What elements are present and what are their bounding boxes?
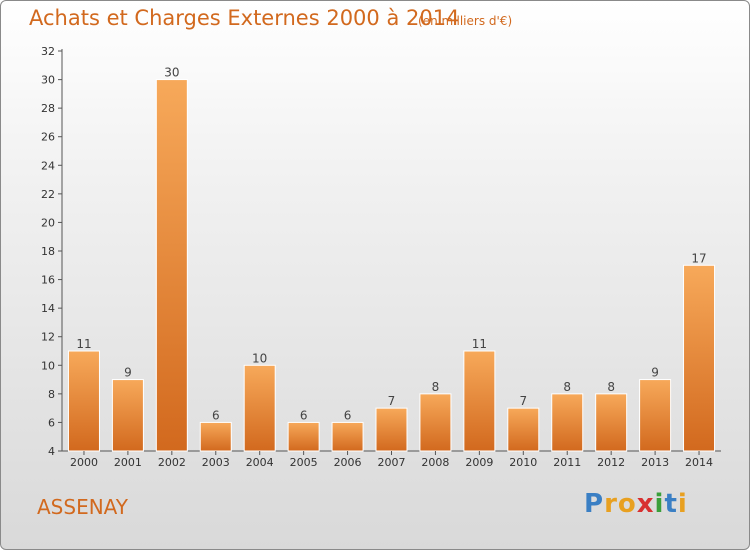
bar (507, 407, 540, 452)
y-tick-label: 10 (41, 359, 55, 372)
data-label: 17 (691, 251, 706, 265)
x-tick-label: 2002 (158, 456, 186, 469)
y-tick-label: 24 (41, 159, 55, 172)
data-label: 6 (344, 408, 352, 422)
x-tick-label: 2006 (334, 456, 362, 469)
y-tick-label: 22 (41, 188, 55, 201)
proxiti-logo: Proxiti (584, 489, 688, 519)
bar (155, 79, 188, 452)
y-tick-label: 16 (41, 274, 55, 287)
y-tick-label: 20 (41, 216, 55, 229)
bar (111, 379, 144, 452)
data-label: 11 (472, 337, 487, 351)
bar (463, 350, 496, 452)
y-tick-label: 6 (48, 416, 55, 429)
y-tick-label: 12 (41, 331, 55, 344)
y-tick-label: 4 (48, 445, 55, 458)
bar (199, 421, 232, 452)
data-label: 30 (164, 66, 179, 80)
x-tick-label: 2007 (378, 456, 406, 469)
bar (639, 379, 672, 452)
y-tick-label: 32 (41, 45, 55, 58)
bar (683, 264, 716, 452)
logo-letter: i (654, 489, 665, 519)
x-tick-label: 2014 (685, 456, 713, 469)
data-label: 7 (388, 394, 396, 408)
data-label: 9 (651, 366, 659, 380)
data-label: 11 (76, 337, 91, 351)
logo-letter: o (617, 489, 637, 519)
x-tick-label: 2003 (202, 456, 230, 469)
x-tick-label: 2011 (553, 456, 581, 469)
data-label: 6 (300, 408, 308, 422)
bar (375, 407, 408, 452)
data-label: 9 (124, 366, 132, 380)
x-tick-label: 2009 (465, 456, 493, 469)
data-label: 10 (252, 351, 267, 365)
logo-letter: P (584, 489, 605, 519)
x-tick-label: 2008 (421, 456, 449, 469)
x-tick-label: 2010 (509, 456, 537, 469)
data-label: 7 (519, 394, 527, 408)
data-label: 8 (432, 380, 440, 394)
bar (67, 350, 100, 452)
y-tick-label: 26 (41, 131, 55, 144)
bar (331, 421, 364, 452)
x-tick-label: 2013 (641, 456, 669, 469)
x-tick-label: 2004 (246, 456, 274, 469)
bar (243, 364, 276, 452)
x-tick-label: 2005 (290, 456, 318, 469)
data-label: 8 (563, 380, 571, 394)
x-tick-label: 2012 (597, 456, 625, 469)
logo-letter: i (677, 489, 688, 519)
x-tick-label: 2001 (114, 456, 142, 469)
y-tick-label: 8 (48, 388, 55, 401)
data-label: 8 (607, 380, 615, 394)
y-tick-label: 18 (41, 245, 55, 258)
chart-title: Achats et Charges Externes 2000 à 2014 (29, 6, 460, 30)
chart-subtitle: (en milliers d'€) (418, 14, 513, 28)
commune-name: ASSENAY (37, 495, 129, 519)
bar (595, 393, 628, 452)
y-tick-label: 28 (41, 102, 55, 115)
logo-letter: x (636, 489, 655, 519)
bar (419, 393, 452, 452)
logo-letter: r (604, 489, 618, 519)
y-tick-label: 30 (41, 74, 55, 87)
y-tick-label: 14 (41, 302, 55, 315)
data-label: 6 (212, 408, 220, 422)
x-tick-label: 2000 (70, 456, 98, 469)
bar (551, 393, 584, 452)
bar (287, 421, 320, 452)
logo-letter: t (664, 489, 678, 519)
